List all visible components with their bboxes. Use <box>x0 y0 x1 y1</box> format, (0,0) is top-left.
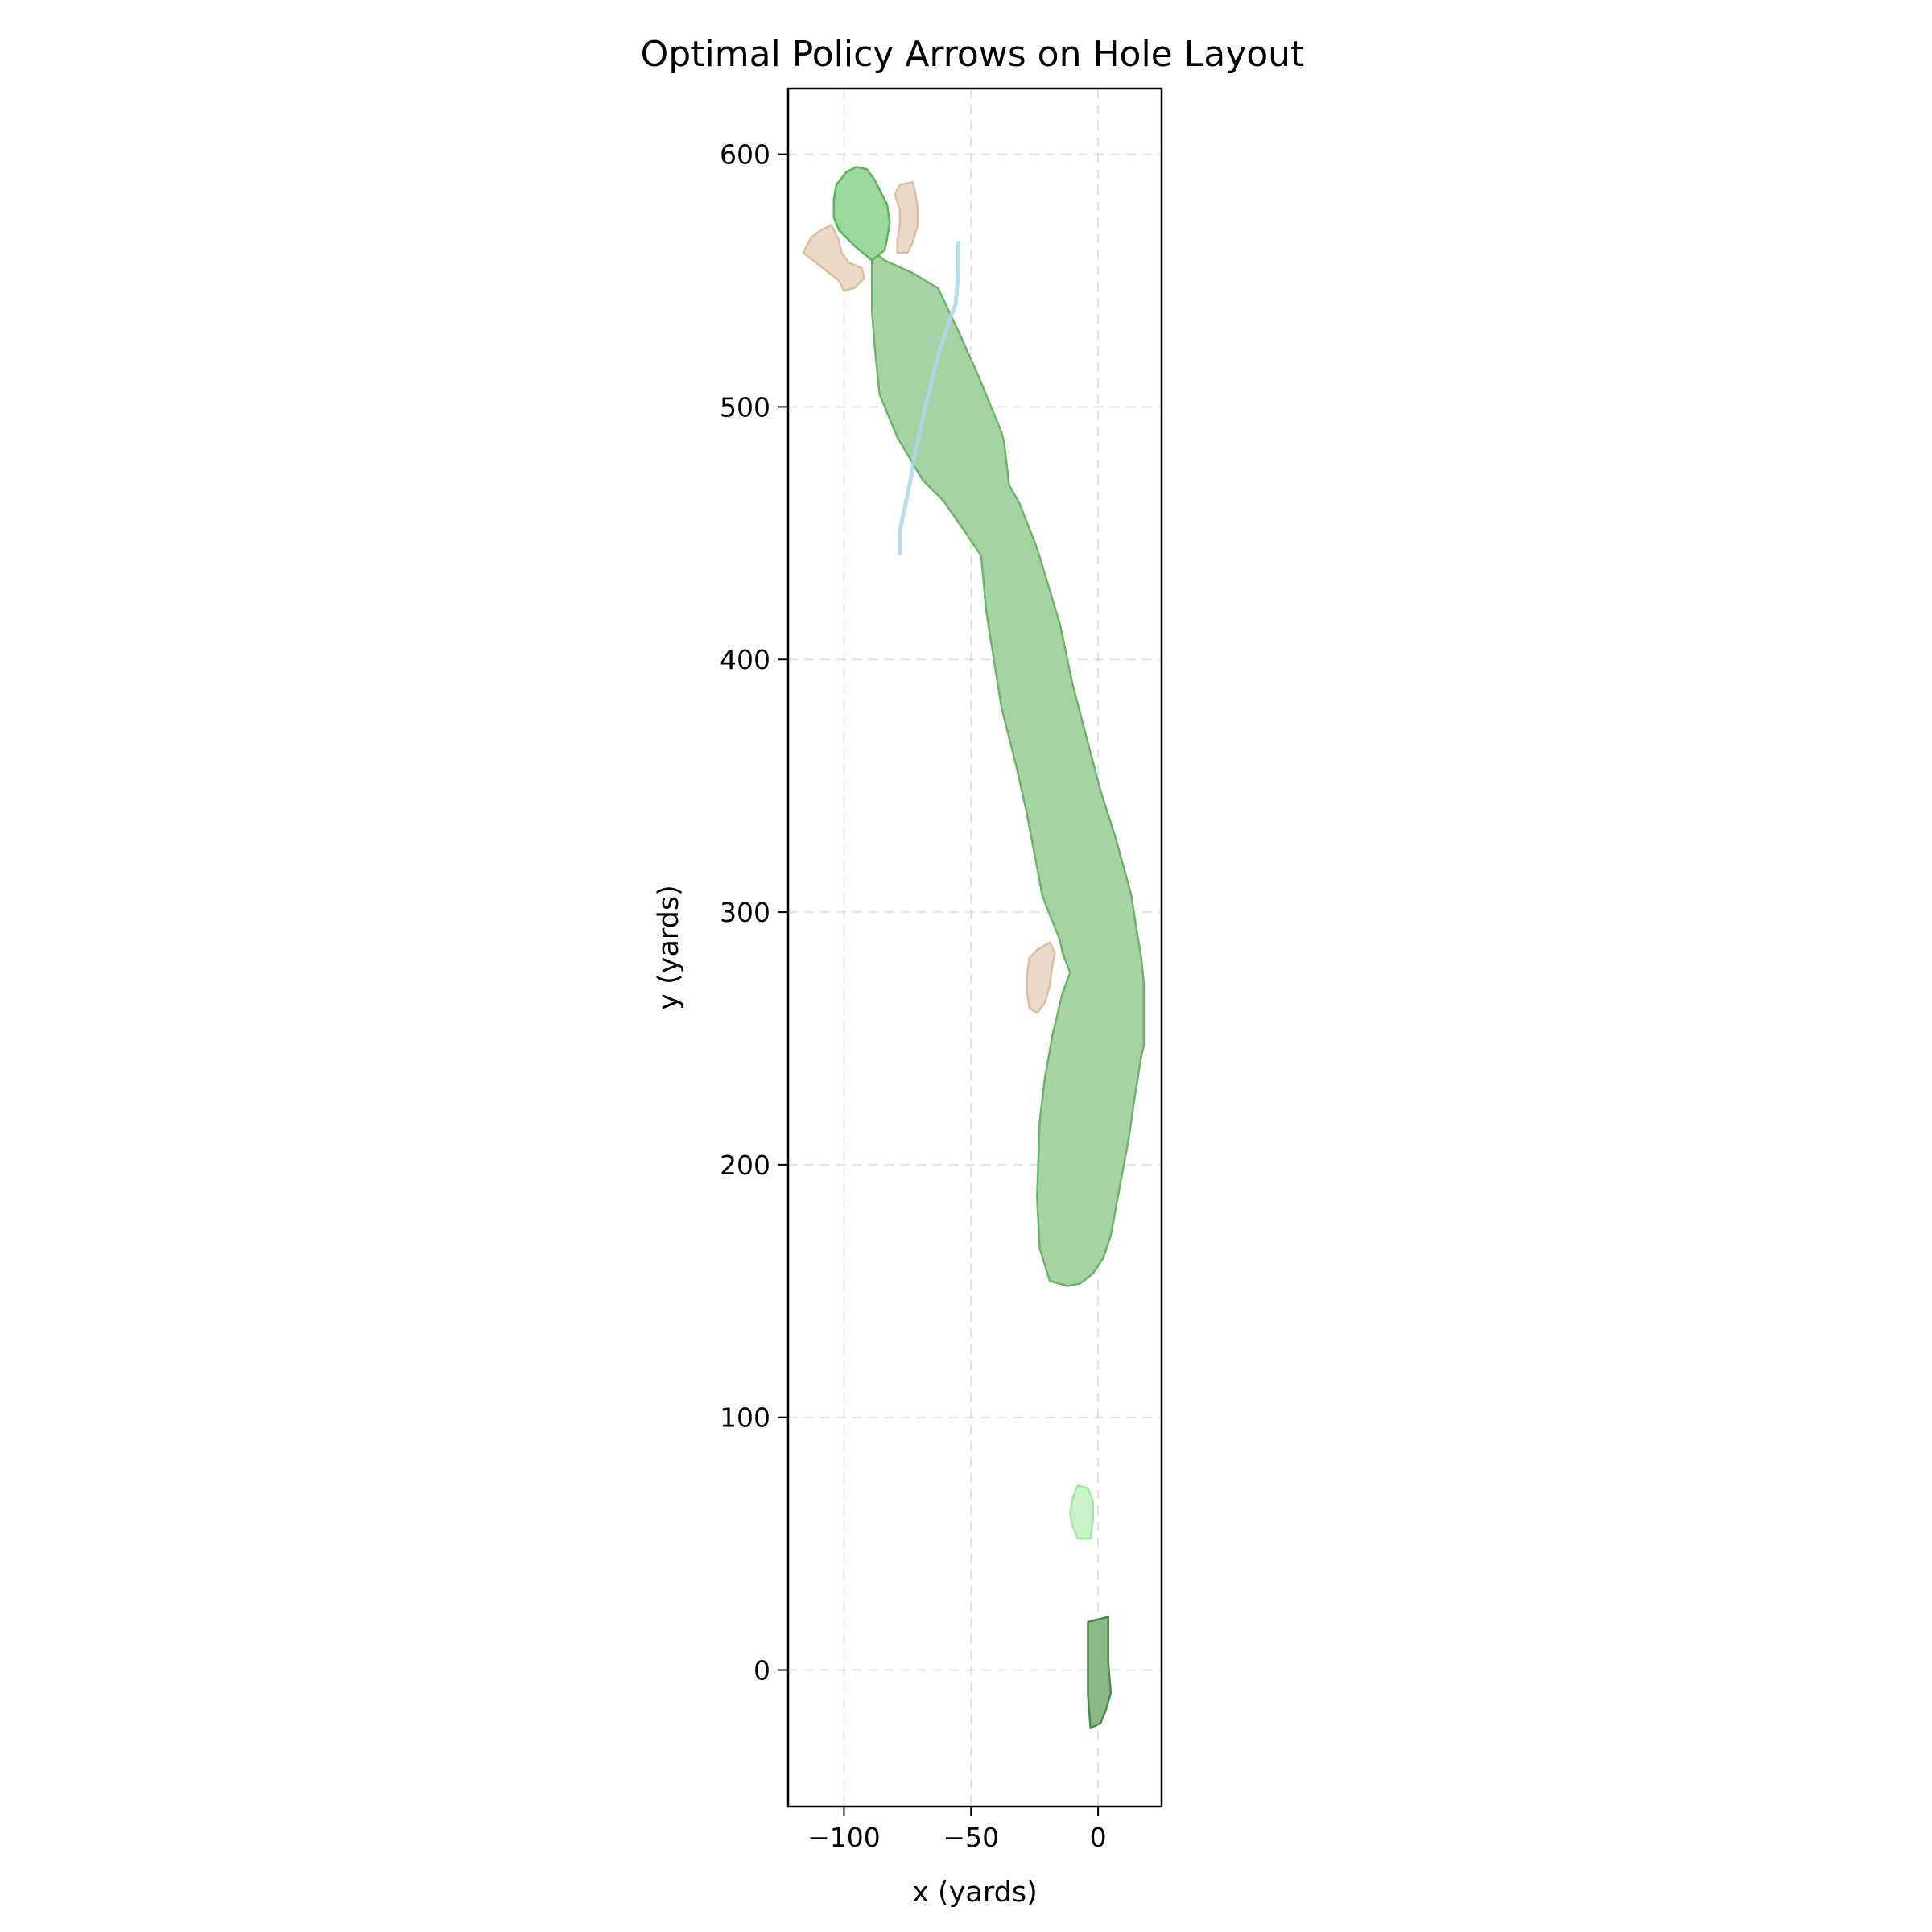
x-axis-label: x (yards) <box>912 1876 1038 1909</box>
tee-area <box>1087 1616 1113 1729</box>
y-tick-label: 100 <box>720 1402 770 1434</box>
x-tick-label: −100 <box>807 1822 881 1853</box>
water-line <box>898 240 960 555</box>
forward-tee-area <box>1069 1484 1095 1540</box>
fairway-area <box>850 233 1146 1287</box>
y-tick-label: 0 <box>753 1655 770 1686</box>
y-tick-label: 200 <box>720 1150 770 1181</box>
y-axis-label: y (yards) <box>653 885 685 1010</box>
y-tick-label: 400 <box>720 644 770 675</box>
y-tick-label: 300 <box>720 897 770 928</box>
ticks: −100 −50 0 0 100 200 300 400 500 600 <box>720 139 1107 1853</box>
plot-frame <box>786 87 1163 1808</box>
bunker-area <box>894 180 919 254</box>
hole-layout <box>802 166 1146 1729</box>
x-tick-label: 0 <box>1090 1822 1107 1853</box>
x-tick-label: −50 <box>943 1822 999 1853</box>
chart-title: Optimal Policy Arrows on Hole Layout <box>641 34 1305 75</box>
y-tick-label: 500 <box>720 391 770 423</box>
y-tick-label: 600 <box>720 139 770 171</box>
green-area <box>832 166 891 262</box>
bunker-area <box>802 224 865 292</box>
bunker-area <box>1026 941 1056 1014</box>
